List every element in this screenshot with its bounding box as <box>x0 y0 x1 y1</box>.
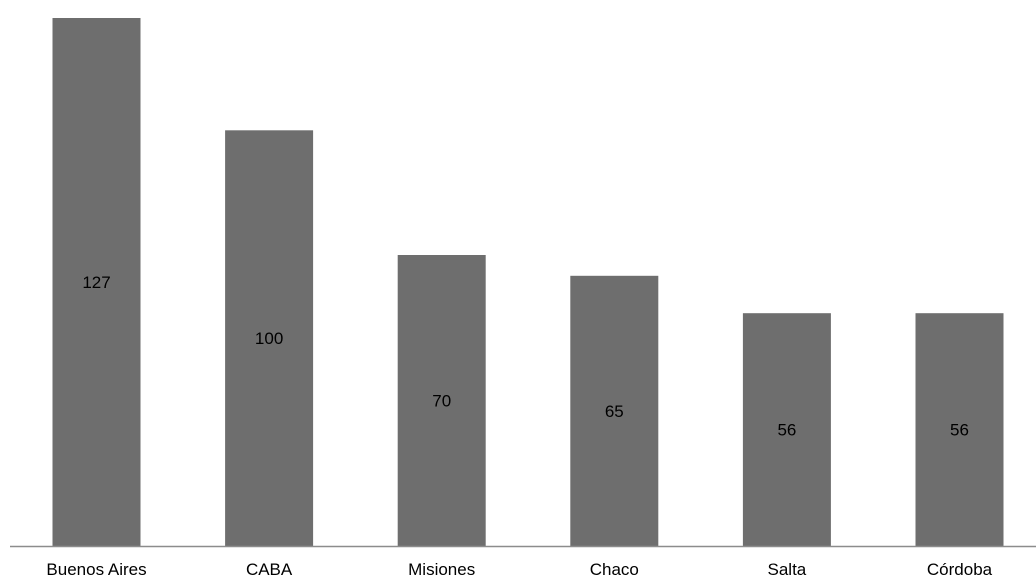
x-tick-label-misiones: Misiones <box>408 560 475 579</box>
bar-buenos-aires <box>52 18 141 546</box>
x-tick-label-buenos-aires: Buenos Aires <box>46 560 146 579</box>
bar-salta <box>742 313 831 546</box>
x-tick-labels-layer: Buenos Aires CABA Misiones Chaco Salta Córdob… <box>46 560 992 579</box>
x-tick-label-chaco: Chaco <box>590 560 639 579</box>
x-tick-label-córdoba: Córdoba <box>927 560 993 579</box>
bars-layer <box>52 18 1004 547</box>
value-label-córdoba: 56 <box>950 421 969 440</box>
bar-chaco <box>570 275 659 546</box>
x-tick-label-salta: Salta <box>768 560 807 579</box>
value-label-caba: 100 <box>255 329 283 348</box>
value-label-chaco: 65 <box>605 402 624 421</box>
bar-misiones <box>397 255 486 546</box>
bar-caba <box>225 130 314 547</box>
value-label-buenos-aires: 127 <box>82 273 110 292</box>
x-tick-label-caba: CABA <box>246 560 293 579</box>
value-label-salta: 56 <box>777 421 796 440</box>
bar-córdoba <box>915 313 1004 546</box>
value-labels-layer: 127 100 70 65 56 56 <box>82 273 969 440</box>
value-label-misiones: 70 <box>432 392 451 411</box>
